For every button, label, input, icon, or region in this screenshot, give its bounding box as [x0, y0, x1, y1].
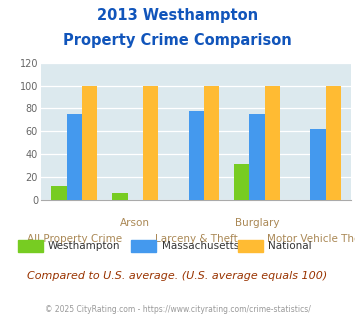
- Bar: [82, 85, 97, 200]
- Text: Burglary: Burglary: [235, 218, 279, 228]
- Text: Property Crime Comparison: Property Crime Comparison: [63, 33, 292, 48]
- Bar: [189, 111, 204, 200]
- Text: Motor Vehicle Theft: Motor Vehicle Theft: [267, 234, 355, 244]
- Text: 2013 Westhampton: 2013 Westhampton: [97, 8, 258, 23]
- Text: Massachusetts: Massachusetts: [162, 241, 239, 251]
- Bar: [204, 85, 219, 200]
- Bar: [250, 114, 265, 200]
- Text: Larceny & Theft: Larceny & Theft: [155, 234, 237, 244]
- Bar: [265, 85, 280, 200]
- Bar: [234, 164, 250, 200]
- Bar: [51, 186, 67, 200]
- Bar: [67, 114, 82, 200]
- Bar: [143, 85, 158, 200]
- Text: All Property Crime: All Property Crime: [27, 234, 122, 244]
- Bar: [310, 129, 326, 200]
- Text: © 2025 CityRating.com - https://www.cityrating.com/crime-statistics/: © 2025 CityRating.com - https://www.city…: [45, 305, 310, 314]
- Text: Compared to U.S. average. (U.S. average equals 100): Compared to U.S. average. (U.S. average …: [27, 271, 328, 280]
- Text: National: National: [268, 241, 312, 251]
- Bar: [326, 85, 341, 200]
- Bar: [113, 193, 127, 200]
- Text: Arson: Arson: [120, 218, 150, 228]
- Text: Westhampton: Westhampton: [48, 241, 120, 251]
